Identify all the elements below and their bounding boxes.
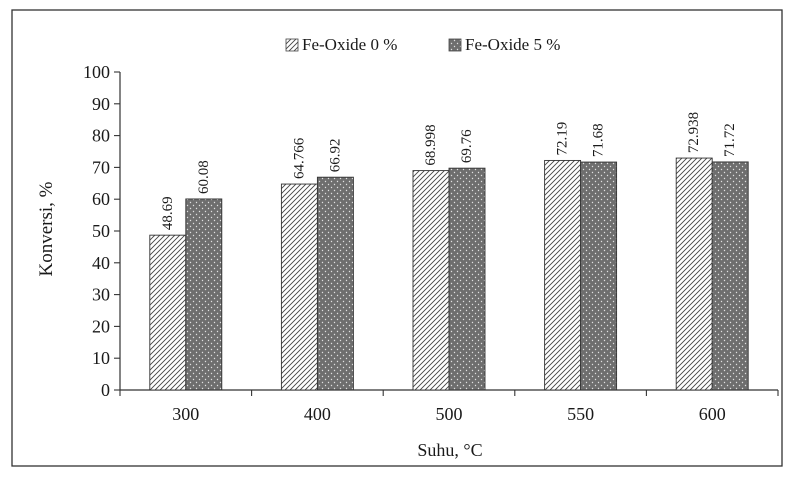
x-axis: 300 400 500 550 600 (119, 389, 779, 424)
x-tick-label: 600 (699, 404, 726, 424)
data-label-series0-600: 72.938 (686, 112, 702, 153)
y-tick-label: 0 (101, 380, 110, 400)
data-label-series0-300: 48.69 (160, 196, 176, 230)
legend-swatch-0 (285, 38, 299, 52)
x-axis-label: Suhu, °C (417, 440, 482, 460)
bar-series1-300 (185, 198, 223, 391)
data-label-series0-550: 72.19 (555, 122, 571, 156)
x-tick-label: 500 (436, 404, 463, 424)
legend-label-1: Fe-Oxide 5 % (465, 35, 560, 54)
bar-series1-600 (711, 161, 749, 391)
y-tick-label: 80 (92, 126, 110, 146)
y-axis-label: Konversi, % (36, 181, 57, 276)
bar-series1-500 (448, 167, 486, 391)
x-tick-label: 300 (172, 404, 199, 424)
bar-series0-400 (280, 183, 318, 391)
legend-swatch-1 (448, 38, 462, 52)
bar-series0-550 (544, 159, 582, 391)
y-tick-label: 60 (92, 189, 110, 209)
y-tick-label: 40 (92, 253, 110, 273)
plot-area (149, 157, 749, 391)
bar-series1-400 (316, 176, 354, 391)
legend: Fe-Oxide 0 % Fe-Oxide 5 % (285, 35, 560, 54)
data-label-series1-550: 71.68 (591, 123, 607, 157)
bar-series0-600 (675, 157, 713, 391)
y-tick-label: 70 (92, 157, 110, 177)
y-tick-label: 50 (92, 221, 110, 241)
bar-series0-300 (149, 234, 187, 391)
data-label-series1-400: 66.92 (327, 138, 343, 172)
x-tick-label: 550 (567, 404, 594, 424)
bar-series0-500 (412, 170, 450, 391)
bar-series1-550 (580, 161, 618, 391)
y-tick-label: 90 (92, 94, 110, 114)
data-label-series1-600: 71.72 (722, 123, 738, 157)
data-labels: 48.69 64.766 68.998 72.19 72.938 60.08 66.92 69… (160, 112, 738, 230)
y-tick-label: 10 (92, 348, 110, 368)
y-tick-label: 20 (92, 316, 110, 336)
y-tick-label: 100 (83, 62, 110, 82)
data-label-series1-300: 60.08 (196, 160, 212, 194)
data-label-series1-500: 69.76 (459, 129, 475, 163)
y-tick-label: 30 (92, 285, 110, 305)
data-label-series0-400: 64.766 (291, 137, 307, 179)
chart-border (11, 9, 783, 467)
y-axis: 0 10 20 30 40 50 60 70 80 90 100 (83, 62, 121, 400)
x-tick-label: 400 (304, 404, 331, 424)
legend-label-0: Fe-Oxide 0 % (302, 35, 397, 54)
data-label-series0-500: 68.998 (423, 124, 439, 165)
